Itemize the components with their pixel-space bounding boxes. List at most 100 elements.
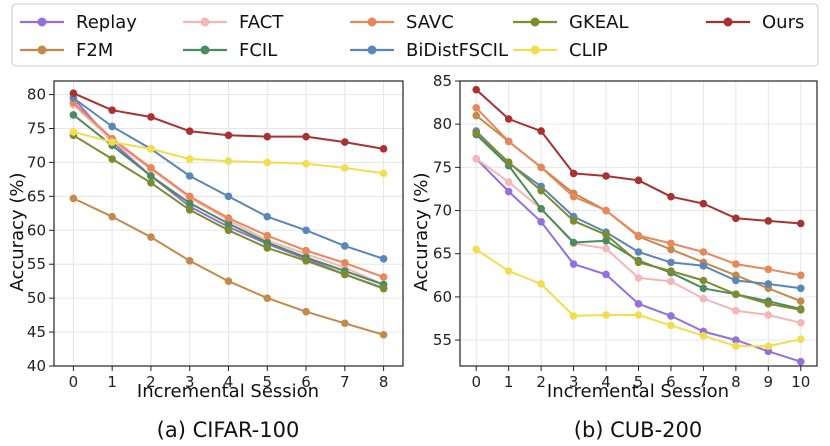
data-point-bidistfscil: [634, 248, 643, 256]
data-point-replay: [537, 217, 545, 226]
gridlines: [455, 80, 817, 371]
data-point-ours: [147, 113, 155, 121]
legend-label: FACT: [239, 12, 284, 33]
data-point-savc: [147, 164, 155, 172]
data-point-ours: [537, 127, 545, 135]
legend-label: Ours: [762, 12, 804, 33]
data-point-savc: [341, 259, 349, 267]
data-point-clip: [341, 164, 349, 172]
data-point-fact: [634, 274, 643, 282]
legend-marker: [37, 17, 47, 27]
ytick-label: 75: [433, 158, 452, 176]
legend-marker: [37, 45, 47, 55]
data-point-replay: [504, 187, 513, 196]
ylabel-a: Accuracy (%): [7, 172, 28, 291]
data-point-gkeal: [263, 244, 272, 252]
legend-marker: [367, 17, 377, 27]
legend-entry: Replay: [20, 12, 137, 33]
ytick-label: 80: [27, 86, 46, 104]
data-point-bidistfscil: [224, 192, 233, 201]
data-point-ours: [602, 172, 610, 180]
data-point-savc: [263, 231, 272, 240]
legend-label: F2M: [76, 40, 113, 61]
xtick-label: 3: [569, 373, 579, 391]
legend-label: Replay: [76, 12, 137, 33]
xtick-label: 4: [224, 373, 234, 391]
caption-a: (a) CIFAR-100: [157, 418, 300, 442]
legend-entry: Ours: [706, 12, 804, 33]
data-point-ours: [379, 145, 388, 153]
legend-marker: [200, 45, 210, 55]
legend-marker: [367, 45, 377, 55]
ytick-label: 50: [27, 289, 46, 307]
data-point-gkeal: [108, 155, 116, 163]
xtick-label: 9: [764, 373, 774, 391]
data-point-savc: [379, 273, 388, 281]
data-point-clip: [764, 342, 773, 350]
data-point-gkeal: [185, 206, 194, 214]
data-point-bidistfscil: [302, 226, 310, 235]
legend-entry: CLIP: [513, 40, 608, 61]
ytick-label: 55: [433, 331, 452, 349]
data-point-fcil: [185, 199, 194, 207]
data-point-gkeal: [667, 267, 675, 275]
data-point-bidistfscil: [764, 280, 773, 288]
data-point-clip: [147, 145, 155, 153]
data-point-savc: [504, 137, 513, 146]
xtick-label: 6: [666, 373, 676, 391]
ytick-label: 75: [27, 120, 46, 138]
data-point-fact: [732, 306, 740, 315]
data-point-gkeal: [504, 158, 513, 166]
data-point-fact: [667, 277, 675, 286]
data-point-savc: [732, 260, 740, 268]
data-point-clip: [667, 321, 675, 330]
ytick-label: 70: [433, 202, 452, 220]
data-point-gkeal: [302, 257, 310, 265]
data-point-savc: [796, 271, 805, 280]
chart-cub200: Accuracy (%) Incremental Session (b) CUB…: [411, 72, 818, 442]
data-point-gkeal: [634, 258, 643, 267]
data-point-clip: [224, 157, 233, 165]
data-point-ours: [263, 132, 272, 141]
ytick-label: 65: [433, 245, 452, 263]
xtick-label: 1: [107, 373, 117, 391]
xtick-label: 8: [731, 373, 741, 391]
xtick-label: 5: [634, 373, 644, 391]
data-point-fcil: [699, 284, 708, 293]
legend-marker: [723, 17, 733, 27]
data-point-gkeal: [379, 284, 388, 293]
chart-cifar100: Accuracy (%) Incremental Session (a) CIF…: [7, 80, 404, 442]
data-point-clip: [504, 267, 513, 275]
data-point-gkeal: [699, 276, 708, 285]
data-point-replay: [732, 336, 740, 344]
data-point-ours: [504, 115, 513, 123]
data-point-fact: [504, 178, 513, 186]
data-point-fact: [699, 294, 708, 303]
legend-label: CLIP: [569, 40, 608, 61]
data-point-f2m: [185, 257, 194, 265]
data-point-ours: [302, 132, 310, 141]
data-point-clip: [732, 342, 740, 350]
xtick-label: 5: [263, 373, 273, 391]
data-point-clip: [537, 280, 545, 288]
data-point-ours: [341, 138, 349, 146]
data-point-gkeal: [602, 230, 610, 239]
data-point-clip: [108, 138, 116, 146]
data-point-ours: [732, 214, 740, 223]
xtick-label: 8: [379, 373, 389, 391]
data-point-clip: [634, 311, 643, 319]
caption-b: (b) CUB-200: [574, 418, 703, 442]
data-point-fcil: [569, 238, 578, 247]
data-point-gkeal: [732, 290, 740, 299]
legend-label: FCIL: [239, 40, 277, 61]
data-point-gkeal: [764, 300, 773, 308]
data-point-ours: [634, 176, 643, 185]
ytick-label: 40: [27, 357, 46, 375]
data-point-ours: [699, 199, 708, 208]
data-point-bidistfscil: [108, 122, 116, 131]
xlabel-a: Incremental Session: [137, 381, 319, 402]
data-point-replay: [796, 357, 805, 366]
data-point-bidistfscil: [732, 276, 740, 285]
data-point-ours: [472, 85, 481, 94]
